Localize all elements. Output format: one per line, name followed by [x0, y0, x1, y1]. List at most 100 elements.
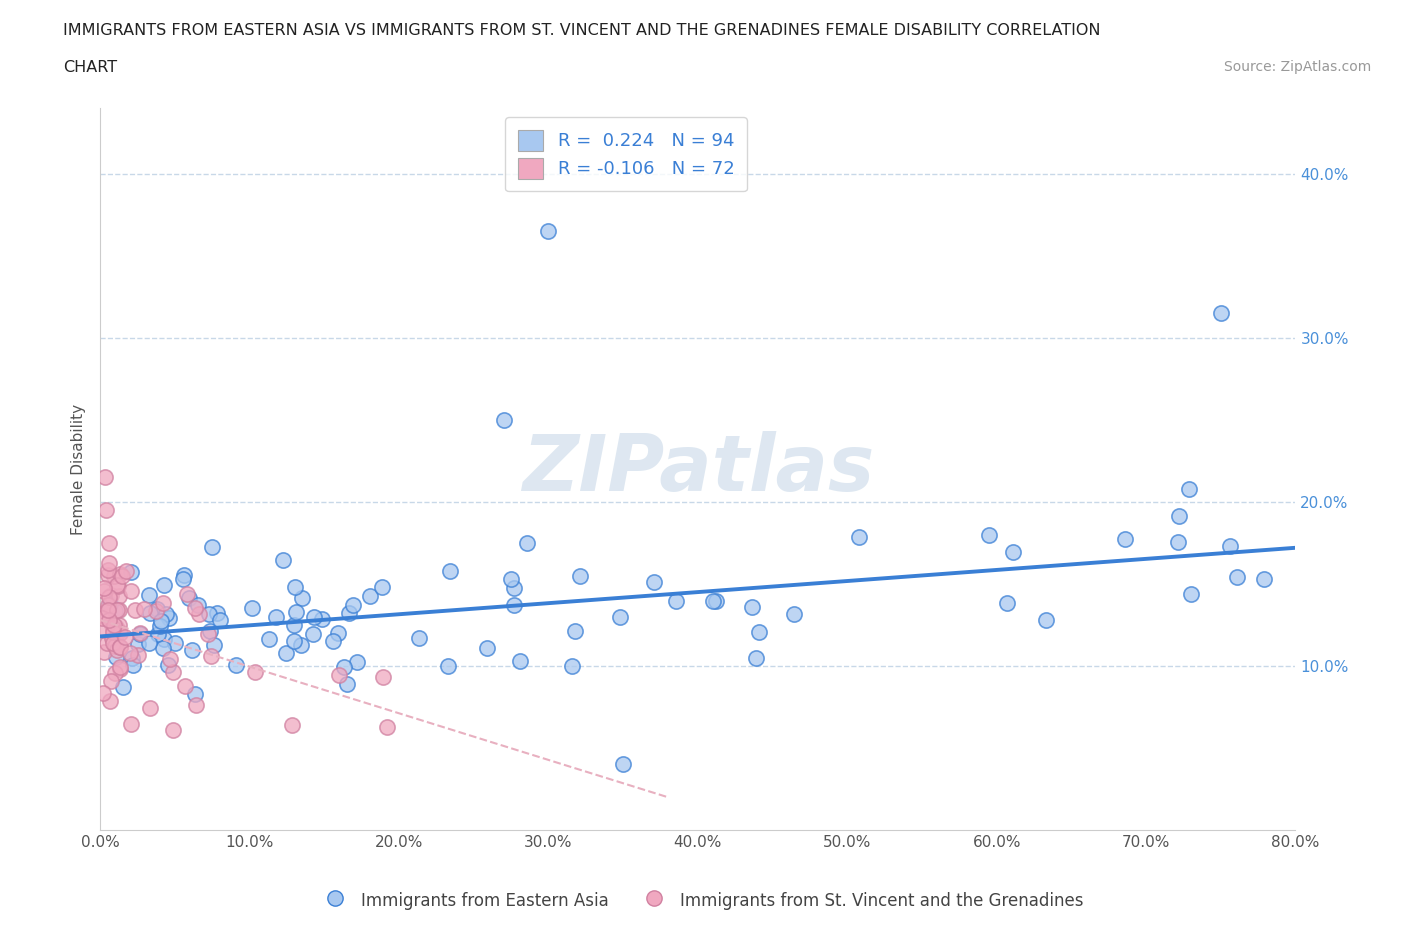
Point — [173, 567, 195, 582]
Point — [105, 603, 128, 618]
Legend: R =  0.224   N = 94, R = -0.106   N = 72: R = 0.224 N = 94, R = -0.106 N = 72 — [505, 117, 747, 192]
Point — [274, 645, 297, 660]
Point — [159, 652, 181, 667]
Point — [139, 605, 162, 620]
Point — [139, 701, 162, 716]
Point — [100, 673, 122, 688]
Point — [107, 589, 129, 604]
Point — [322, 634, 344, 649]
Point — [108, 624, 131, 639]
Point — [103, 624, 125, 639]
Point — [103, 569, 125, 584]
Point — [177, 591, 200, 605]
Point — [104, 665, 127, 680]
Point — [105, 642, 128, 657]
Point — [162, 723, 184, 737]
Point — [475, 641, 498, 656]
Point — [97, 597, 120, 612]
Point — [359, 589, 381, 604]
Point — [271, 552, 294, 567]
Point — [564, 623, 586, 638]
Point — [1167, 534, 1189, 549]
Point — [104, 649, 127, 664]
Point — [509, 654, 531, 669]
Point — [501, 571, 523, 586]
Point — [98, 613, 121, 628]
Point — [110, 661, 132, 676]
Legend: Immigrants from Eastern Asia, Immigrants from St. Vincent and the Grenadines: Immigrants from Eastern Asia, Immigrants… — [316, 884, 1090, 917]
Point — [103, 618, 125, 632]
Point — [122, 658, 145, 672]
Point — [156, 658, 179, 672]
Point — [145, 601, 167, 616]
Point — [110, 659, 132, 674]
Point — [172, 571, 194, 586]
Point — [783, 607, 806, 622]
Point — [264, 609, 287, 624]
Point — [1180, 587, 1202, 602]
Point — [118, 645, 141, 660]
Point — [291, 591, 314, 605]
Point — [91, 685, 114, 700]
Point — [748, 625, 770, 640]
Point — [311, 612, 333, 627]
Point — [333, 659, 356, 674]
Point — [128, 626, 150, 641]
Point — [93, 644, 115, 659]
Point — [371, 579, 394, 594]
Point — [609, 609, 631, 624]
Point — [283, 618, 305, 632]
Point — [100, 615, 122, 630]
Point — [98, 555, 121, 570]
Point — [105, 578, 128, 592]
Text: Source: ZipAtlas.com: Source: ZipAtlas.com — [1223, 60, 1371, 74]
Point — [152, 641, 174, 656]
Point — [1209, 306, 1232, 321]
Point — [108, 602, 131, 617]
Point — [114, 564, 136, 578]
Point — [704, 593, 727, 608]
Point — [148, 627, 170, 642]
Point — [110, 626, 132, 641]
Point — [162, 665, 184, 680]
Point — [346, 655, 368, 670]
Point — [979, 527, 1001, 542]
Point — [152, 578, 174, 592]
Point — [503, 580, 526, 595]
Point — [174, 678, 197, 693]
Point — [180, 643, 202, 658]
Point — [127, 647, 149, 662]
Point — [184, 698, 207, 712]
Point — [91, 623, 114, 638]
Y-axis label: Female Disability: Female Disability — [72, 404, 86, 535]
Point — [108, 640, 131, 655]
Point — [120, 717, 142, 732]
Point — [202, 638, 225, 653]
Point — [1035, 613, 1057, 628]
Point — [201, 539, 224, 554]
Point — [665, 593, 688, 608]
Point — [120, 565, 142, 579]
Point — [103, 636, 125, 651]
Point — [104, 622, 127, 637]
Point — [1114, 532, 1136, 547]
Point — [1253, 572, 1275, 587]
Point — [120, 584, 142, 599]
Point — [281, 718, 304, 733]
Point — [101, 621, 124, 636]
Point — [187, 598, 209, 613]
Point — [285, 604, 308, 619]
Point — [437, 658, 460, 673]
Point — [205, 605, 228, 620]
Point — [110, 566, 132, 581]
Point — [111, 568, 134, 583]
Point — [101, 631, 124, 645]
Point — [138, 587, 160, 602]
Point — [97, 603, 120, 618]
Point — [569, 568, 592, 583]
Point — [110, 640, 132, 655]
Point — [93, 470, 115, 485]
Point — [111, 680, 134, 695]
Point — [96, 603, 118, 618]
Point — [208, 613, 231, 628]
